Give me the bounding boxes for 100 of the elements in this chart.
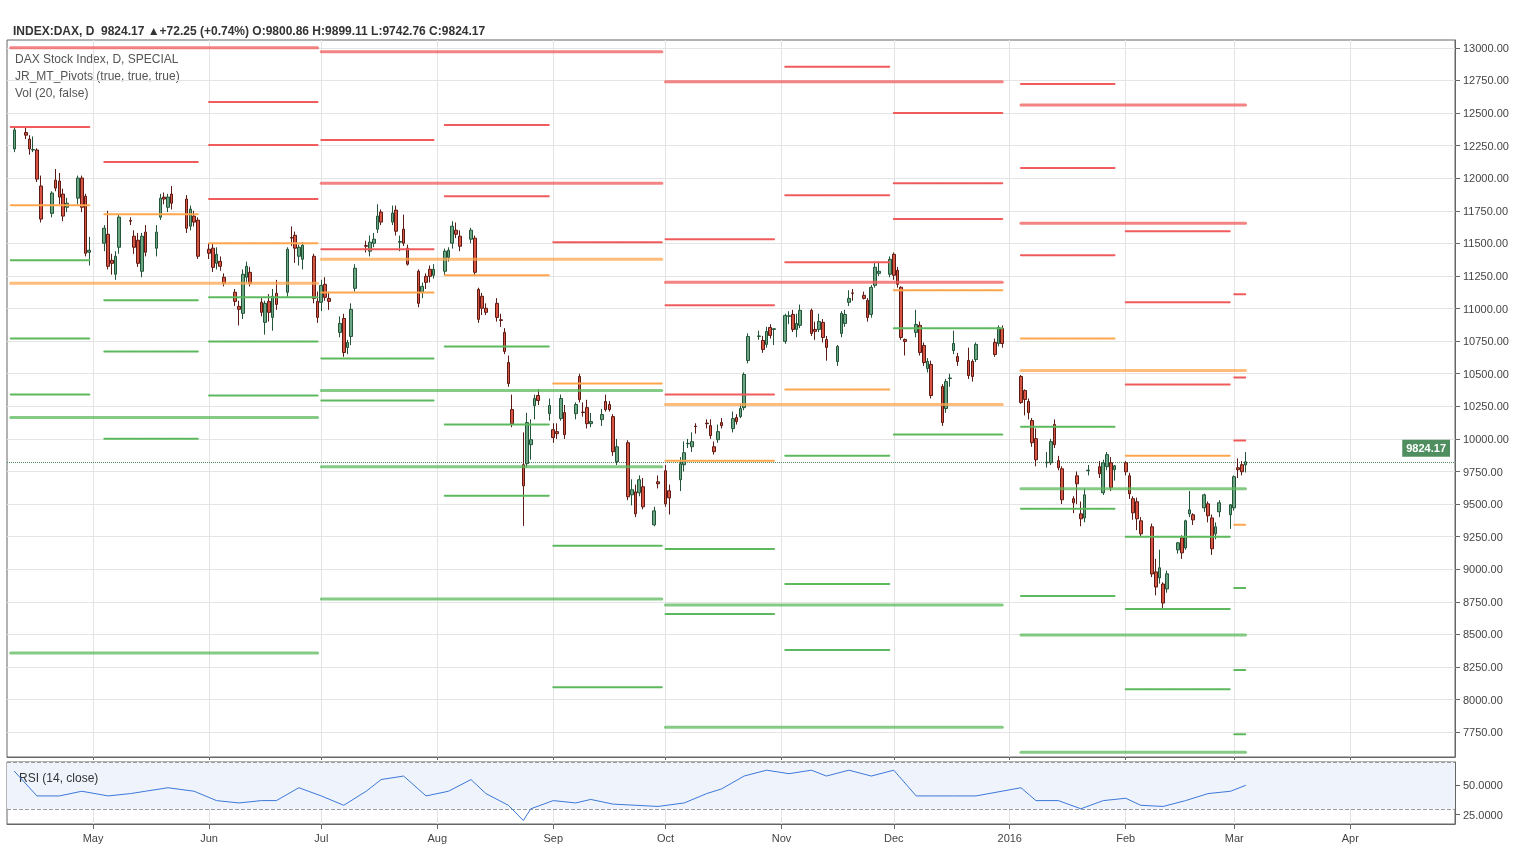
candlestick: [888, 255, 892, 278]
candlestick: [559, 394, 563, 422]
candlestick: [522, 431, 525, 527]
candlestick: [353, 263, 357, 293]
candlestick: [1083, 487, 1086, 523]
candlestick: [600, 408, 604, 427]
y-tick-label: 9500.00: [1463, 498, 1503, 511]
candlestick: [791, 309, 795, 333]
candlestick: [503, 327, 506, 355]
x-tick-label: Aug: [427, 831, 448, 844]
y-tick-label: 8750.00: [1463, 595, 1503, 608]
candlestick: [746, 332, 750, 364]
candlestick: [652, 506, 656, 527]
candlestick: [1214, 521, 1217, 540]
candlestick: [510, 394, 514, 428]
y-tick-label: 50.0000: [1463, 779, 1503, 792]
candlestick: [555, 422, 559, 440]
candlestick: [1191, 512, 1195, 526]
candlestick: [630, 478, 634, 506]
candlestick: [215, 246, 218, 270]
candlestick: [379, 208, 383, 226]
candlestick: [155, 224, 158, 257]
candlestick: [417, 268, 420, 308]
y-tick-label: 7750.00: [1463, 726, 1503, 739]
y-tick-label: 9750.00: [1463, 465, 1503, 478]
candlestick: [956, 352, 959, 367]
candlestick: [211, 242, 215, 273]
candlestick: [136, 232, 140, 268]
candlestick: [473, 235, 477, 277]
candlestick: [1109, 456, 1113, 492]
candlestick: [716, 424, 720, 444]
candlestick: [637, 474, 641, 497]
candlestick: [563, 404, 566, 440]
candlestick: [1244, 451, 1247, 473]
candlestick: [783, 313, 787, 345]
x-tick-label: Feb: [1116, 831, 1136, 844]
candlestick: [102, 224, 106, 252]
candlestick: [162, 192, 166, 205]
y-tick-label: 12750.00: [1463, 74, 1509, 87]
candlestick: [817, 313, 821, 333]
candlestick: [929, 360, 933, 399]
y-tick-label: 8000.00: [1463, 693, 1503, 706]
candlestick: [1180, 534, 1184, 560]
candlestick: [941, 383, 944, 427]
candlestick: [166, 193, 170, 213]
candlestick: [604, 394, 607, 413]
candlestick: [1240, 460, 1244, 476]
candlestick: [641, 477, 645, 510]
candlestick: [840, 310, 843, 338]
candlestick: [1000, 325, 1004, 349]
candlestick: [903, 338, 907, 356]
y-tick-label: 9000.00: [1463, 563, 1503, 576]
x-tick-label: Nov: [771, 831, 792, 844]
candlestick: [720, 417, 723, 429]
line-series: [13, 769, 1246, 821]
candlestick: [144, 224, 147, 257]
candlestick: [13, 125, 16, 153]
candlestick: [394, 205, 398, 237]
candlestick: [1217, 499, 1221, 518]
candlestick: [189, 205, 192, 231]
candlestick: [690, 431, 694, 453]
candlestick: [477, 287, 480, 324]
candlestick: [589, 412, 593, 428]
candlestick: [140, 232, 144, 278]
candlestick: [1113, 464, 1116, 482]
x-tick-label: Jul: [314, 831, 329, 844]
candlestick: [967, 347, 970, 380]
candlestick: [551, 422, 555, 444]
candlestick: [585, 399, 589, 429]
y-tick-label: 8250.00: [1463, 661, 1503, 674]
candlestick: [574, 401, 578, 420]
y-tick-label: 11750.00: [1463, 204, 1509, 217]
candlestick: [735, 413, 738, 426]
y-tick-label: 12250.00: [1463, 139, 1509, 152]
candlestick: [129, 216, 132, 226]
candlestick: [364, 240, 368, 253]
y-tick-label: 11250.00: [1463, 269, 1509, 282]
candlestick: [376, 203, 379, 234]
y-tick-label: 12000.00: [1463, 172, 1509, 185]
candlestick: [611, 413, 615, 457]
candlestick: [847, 289, 851, 307]
candlestick: [507, 354, 510, 388]
candlestick: [87, 236, 91, 267]
annotation: DAX Stock Index, D, SPECIAL: [15, 52, 179, 66]
candlestick: [757, 330, 761, 341]
candlestick: [1236, 457, 1240, 479]
candlestick: [495, 297, 499, 323]
x-tick-label: Jun: [200, 831, 218, 844]
candlestick: [450, 220, 454, 250]
candlestick: [626, 439, 630, 501]
y-tick-label: 8500.00: [1463, 628, 1503, 641]
candlestick: [275, 279, 278, 311]
candlestick: [656, 474, 660, 489]
candlestick: [260, 297, 263, 317]
candlestick: [248, 266, 252, 287]
candlestick: [432, 263, 435, 280]
candlestick: [694, 422, 697, 435]
candlestick: [319, 279, 323, 312]
y-tick-label: 25.0000: [1463, 808, 1503, 821]
x-tick-label: 2016: [997, 831, 1022, 844]
